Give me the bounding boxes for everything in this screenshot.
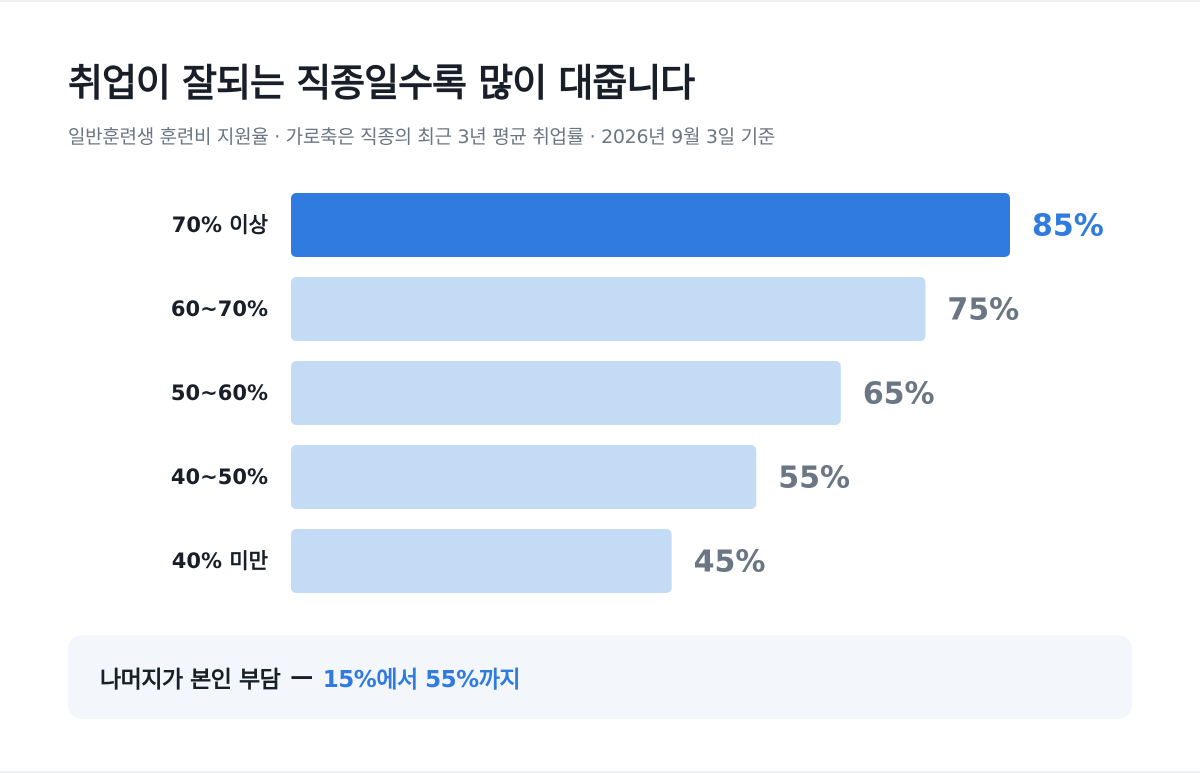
bar: [291, 193, 1010, 257]
bar-row: 40% 미만 45%: [172, 529, 766, 593]
summary-note-accent: 15%에서 55%까지: [322, 667, 521, 693]
category-label: 40~50%: [171, 465, 268, 489]
category-label: 60~70%: [171, 297, 268, 321]
bar-row: 40~50% 55%: [171, 445, 850, 509]
bar: [291, 445, 757, 509]
value-label: 65%: [863, 377, 935, 412]
value-label: 45%: [694, 545, 766, 580]
summary-note: 나머지가 본인 부담 — 15%에서 55%까지: [68, 635, 1132, 719]
bar: [291, 361, 841, 425]
category-label: 40% 미만: [172, 549, 268, 573]
bar-chart-svg: 70% 이상 85% 60~70% 75% 50~60% 65% 40~50% 55% 40% …: [171, 193, 1104, 593]
top-divider: [0, 0, 1200, 2]
bar: [291, 277, 926, 341]
bottom-divider: [0, 771, 1200, 773]
bar-row: 70% 이상 85%: [172, 193, 1104, 257]
value-label: 75%: [947, 293, 1019, 328]
bar-row: 60~70% 75%: [171, 277, 1019, 341]
summary-note-separator: —: [290, 664, 313, 690]
value-label: 55%: [778, 461, 850, 496]
chart-title: 취업이 잘되는 직종일수록 많이 대줍니다: [68, 61, 695, 105]
bar: [291, 529, 672, 593]
category-label: 50~60%: [171, 381, 268, 405]
chart-subtitle: 일반훈련생 훈련비 지원율 · 가로축은 직종의 최근 3년 평균 취업률 · …: [68, 126, 775, 148]
value-label: 85%: [1032, 209, 1104, 244]
bar-chart: 70% 이상 85% 60~70% 75% 50~60% 65% 40~50% 55% 40% …: [0, 180, 1200, 610]
bar-row: 50~60% 65%: [171, 361, 935, 425]
summary-note-main: 나머지가 본인 부담: [100, 667, 281, 693]
category-label: 70% 이상: [172, 213, 268, 237]
